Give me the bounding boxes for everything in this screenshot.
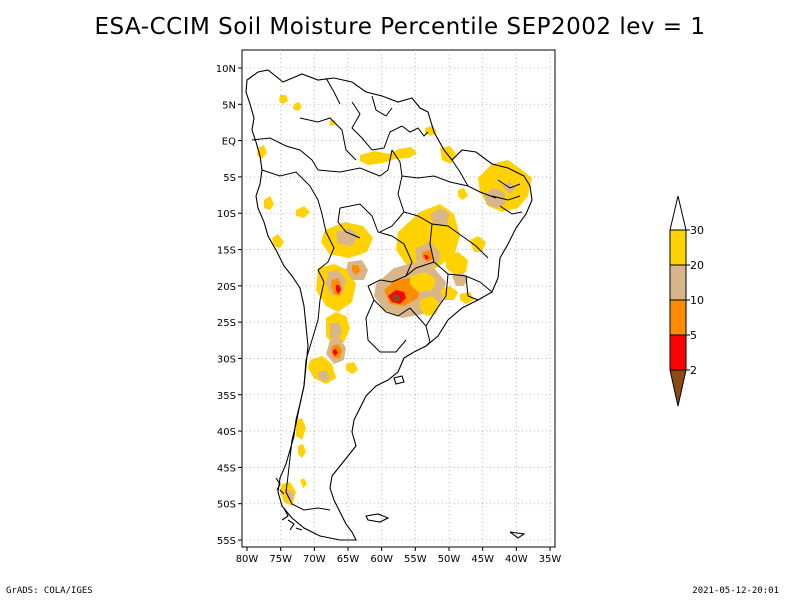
grads-credit: GrADS: COLA/IGES [6,586,93,596]
graticule-grid [238,50,555,551]
country-borders [251,77,523,511]
lat-tick-label: 55S [217,536,236,547]
lat-tick-label: 35S [217,391,236,402]
lat-tick-label: 10S [217,209,236,220]
colorbar-label: 10 [690,294,704,307]
latitude-labels: 10N 5N EQ 5S 10S 15S 20S 25S 30S 35S 40S 45S 50S 55S [216,64,236,547]
lat-tick-label: 15S [217,246,236,257]
lat-tick-label: 5N [222,100,236,111]
lon-tick-label: 75W [269,554,292,565]
lon-tick-label: 70W [303,554,326,565]
colorbar-bin [669,299,687,336]
lat-tick-label: 50S [217,500,236,511]
lon-tick-label: 80W [236,554,259,565]
lon-tick-label: 40W [505,554,528,565]
lat-tick-label: 25S [217,318,236,329]
lon-tick-label: 55W [404,554,427,565]
map-title: ESA-CCIM Soil Moisture Percentile SEP200… [94,14,706,40]
lat-tick-label: 30S [217,354,236,365]
moisture-patches [257,95,532,506]
coastline [245,69,533,541]
colorbar-bin [669,264,687,301]
lon-tick-label: 45W [471,554,494,565]
plot-frame [241,49,556,548]
colorbar-label: 2 [690,364,697,377]
colorbar-label: 30 [690,224,704,237]
colorbar: 30 20 10 5 2 [669,195,704,407]
colorbar-bin [669,334,687,371]
colorbar-bottom-arrow [669,369,687,407]
timestamp: 2021-05-12-20:01 [692,586,779,596]
lat-tick-label: 40S [217,427,236,438]
colorbar-label: 20 [690,259,704,272]
lon-tick-label: 35W [539,554,562,565]
colorbar-label: 5 [690,329,697,342]
lat-tick-label: 10N [216,64,236,75]
lat-tick-label: 5S [223,173,236,184]
lon-tick-label: 60W [370,554,393,565]
colorbar-bin [669,229,687,266]
lat-tick-label: EQ [222,137,236,148]
colorbar-top-arrow [669,195,687,231]
lon-tick-label: 65W [337,554,360,565]
lon-tick-label: 50W [438,554,461,565]
lat-tick-label: 45S [217,463,236,474]
lat-tick-label: 20S [217,282,236,293]
longitude-labels: 80W 75W 70W 65W 60W 55W 50W 45W 40W 35W [236,554,562,565]
